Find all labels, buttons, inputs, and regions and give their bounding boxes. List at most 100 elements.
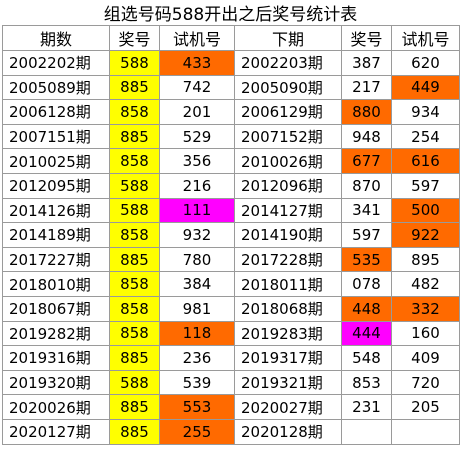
draw-number-cell: 885 xyxy=(109,418,160,445)
draw-number-cell: 858 xyxy=(109,222,160,248)
test-number-cell: 356 xyxy=(159,148,235,174)
draw-number-cell: 858 xyxy=(109,148,160,174)
next-period-cell: 2010026期 xyxy=(234,148,342,174)
next-draw-number-cell: 535 xyxy=(341,246,392,273)
next-draw-number-cell: 231 xyxy=(341,394,392,420)
test-number-cell: 981 xyxy=(159,295,235,322)
next-draw-number-cell: 548 xyxy=(341,345,392,371)
next-draw-number-cell: 444 xyxy=(341,320,392,347)
next-draw-number-cell: 948 xyxy=(341,123,392,150)
next-test-number-cell: 409 xyxy=(391,345,460,371)
next-period-cell: 2019317期 xyxy=(234,345,342,371)
header-draw-number: 奖号 xyxy=(109,25,160,51)
draw-number-cell: 858 xyxy=(109,320,160,347)
stats-table: 期数 奖号 试机号 下期 奖号 试机号 2002202期 588 433 200220… xyxy=(2,25,460,445)
test-number-cell: 932 xyxy=(159,222,235,248)
next-test-number-cell: 332 xyxy=(391,295,460,322)
draw-number-cell: 858 xyxy=(109,295,160,322)
table-row: 2005089期 885 742 2005090期 217 449 xyxy=(2,74,460,101)
table-row: 2006128期 858 201 2006129期 880 934 xyxy=(2,99,460,125)
next-period-cell: 2006129期 xyxy=(234,99,342,125)
test-number-cell: 742 xyxy=(159,74,235,101)
period-cell: 2019316期 xyxy=(2,345,110,371)
header-next-test-number: 试机号 xyxy=(391,25,460,51)
test-number-cell: 111 xyxy=(159,197,235,224)
draw-number-cell: 885 xyxy=(109,394,160,420)
draw-number-cell: 588 xyxy=(109,50,160,76)
next-test-number-cell: 934 xyxy=(391,99,460,125)
period-cell: 2019320期 xyxy=(2,369,110,396)
test-number-cell: 539 xyxy=(159,369,235,396)
draw-number-cell: 858 xyxy=(109,99,160,125)
draw-number-cell: 858 xyxy=(109,271,160,297)
test-number-cell: 118 xyxy=(159,320,235,347)
period-cell: 2002202期 xyxy=(2,50,110,76)
period-cell: 2020127期 xyxy=(2,418,110,445)
draw-number-cell: 885 xyxy=(109,345,160,371)
period-cell: 2018010期 xyxy=(2,271,110,297)
next-period-cell: 2014190期 xyxy=(234,222,342,248)
next-draw-number-cell: 078 xyxy=(341,271,392,297)
draw-number-cell: 588 xyxy=(109,172,160,199)
next-period-cell: 2005090期 xyxy=(234,74,342,101)
test-number-cell: 384 xyxy=(159,271,235,297)
next-test-number-cell: 160 xyxy=(391,320,460,347)
test-number-cell: 780 xyxy=(159,246,235,273)
table-row: 2002202期 588 433 2002203期 387 620 xyxy=(2,50,460,76)
header-next-draw-number: 奖号 xyxy=(341,25,392,51)
next-period-cell: 2007152期 xyxy=(234,123,342,150)
period-cell: 2007151期 xyxy=(2,123,110,150)
period-cell: 2005089期 xyxy=(2,74,110,101)
next-test-number-cell: 205 xyxy=(391,394,460,420)
next-draw-number-cell: 448 xyxy=(341,295,392,322)
period-cell: 2010025期 xyxy=(2,148,110,174)
next-draw-number-cell xyxy=(341,418,392,445)
next-draw-number-cell: 677 xyxy=(341,148,392,174)
period-cell: 2018067期 xyxy=(2,295,110,322)
period-cell: 2014126期 xyxy=(2,197,110,224)
next-test-number-cell: 254 xyxy=(391,123,460,150)
next-test-number-cell: 482 xyxy=(391,271,460,297)
draw-number-cell: 885 xyxy=(109,74,160,101)
table-row: 2018067期 858 981 2018068期 448 332 xyxy=(2,295,460,322)
next-test-number-cell: 620 xyxy=(391,50,460,76)
next-period-cell: 2012096期 xyxy=(234,172,342,199)
table-row: 2019320期 588 539 2019321期 853 720 xyxy=(2,369,460,396)
next-draw-number-cell: 597 xyxy=(341,222,392,248)
table-row: 2019282期 858 118 2019283期 444 160 xyxy=(2,320,460,347)
next-draw-number-cell: 880 xyxy=(341,99,392,125)
sheet-title: 组选号码588开出之后奖号统计表 xyxy=(103,5,358,25)
next-period-cell: 2018011期 xyxy=(234,271,342,297)
next-period-cell: 2017228期 xyxy=(234,246,342,273)
table-row: 2007151期 885 529 2007152期 948 254 xyxy=(2,123,460,150)
period-cell: 2017227期 xyxy=(2,246,110,273)
draw-number-cell: 588 xyxy=(109,197,160,224)
next-test-number-cell xyxy=(391,418,460,445)
table-row: 2018010期 858 384 2018011期 078 482 xyxy=(2,271,460,297)
test-number-cell: 216 xyxy=(159,172,235,199)
next-period-cell: 2019283期 xyxy=(234,320,342,347)
header-next-period: 下期 xyxy=(234,25,342,51)
test-number-cell: 236 xyxy=(159,345,235,371)
next-test-number-cell: 449 xyxy=(391,74,460,101)
test-number-cell: 201 xyxy=(159,99,235,125)
draw-number-cell: 885 xyxy=(109,123,160,150)
next-test-number-cell: 500 xyxy=(391,197,460,224)
table-row: 2010025期 858 356 2010026期 677 616 xyxy=(2,148,460,174)
next-period-cell: 2014127期 xyxy=(234,197,342,224)
draw-number-cell: 588 xyxy=(109,369,160,396)
header-period: 期数 xyxy=(2,25,110,51)
next-period-cell: 2019321期 xyxy=(234,369,342,396)
test-number-cell: 553 xyxy=(159,394,235,420)
period-cell: 2006128期 xyxy=(2,99,110,125)
header-row: 期数 奖号 试机号 下期 奖号 试机号 xyxy=(2,25,460,51)
next-period-cell: 2002203期 xyxy=(234,50,342,76)
next-test-number-cell: 895 xyxy=(391,246,460,273)
next-test-number-cell: 616 xyxy=(391,148,460,174)
period-cell: 2014189期 xyxy=(2,222,110,248)
next-draw-number-cell: 853 xyxy=(341,369,392,396)
table-row: 2017227期 885 780 2017228期 535 895 xyxy=(2,246,460,273)
table-row: 2019316期 885 236 2019317期 548 409 xyxy=(2,345,460,371)
next-draw-number-cell: 870 xyxy=(341,172,392,199)
